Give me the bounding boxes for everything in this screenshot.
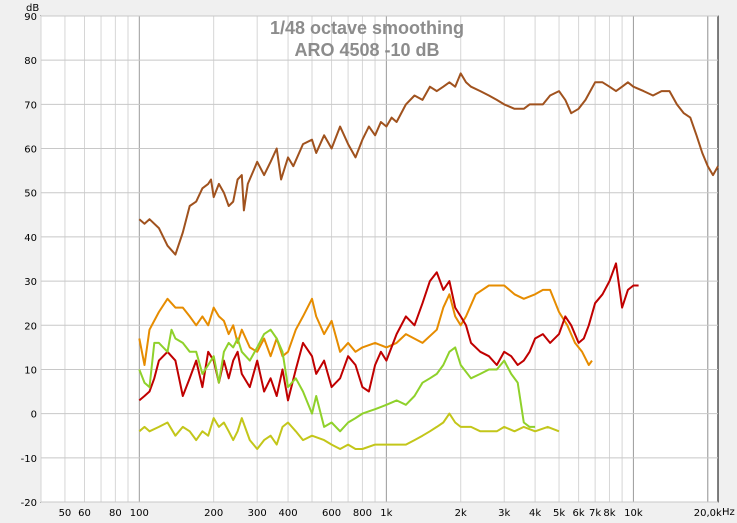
x-tick-label: 2k xyxy=(455,508,467,519)
series-line-5 xyxy=(138,412,560,450)
x-tick-label: 400 xyxy=(279,508,298,519)
y-tick-label: 90 xyxy=(24,12,37,23)
x-tick-label: 100 xyxy=(130,508,149,519)
y-tick-label: -10 xyxy=(21,454,37,465)
y-tick-label: -20 xyxy=(21,498,37,509)
x-tick-label: 300 xyxy=(248,508,267,519)
chart-title: 1/48 octave smoothing xyxy=(270,18,464,38)
y-tick-label: 60 xyxy=(24,145,37,156)
x-tick-label: 6k xyxy=(573,508,585,519)
grid-lines xyxy=(40,15,718,503)
x-tick-label: 1k xyxy=(380,508,392,519)
y-tick-label: 30 xyxy=(24,277,37,288)
y-tick-label: 20 xyxy=(24,321,37,332)
y-tick-label: 10 xyxy=(24,365,37,376)
x-tick-label: 5k xyxy=(553,508,565,519)
x-axis-ticks: 50 60 80 100 200 300 400 600 800 1k 2k 3k 4k 5k 6k 7k 8k… xyxy=(59,508,722,519)
y-tick-label: 50 xyxy=(24,189,37,200)
x-tick-label: 4k xyxy=(529,508,541,519)
x-tick-label: 8k xyxy=(603,508,615,519)
x-tick-label: 60 xyxy=(78,508,91,519)
x-tick-label: 80 xyxy=(109,508,122,519)
y-axis-ticks: -20 -10 0 10 20 30 40 50 60 70 80 90 xyxy=(21,12,37,509)
x-tick-label: 600 xyxy=(322,508,341,519)
y-tick-label: 70 xyxy=(24,100,37,111)
x-tick-label: 10k xyxy=(624,508,643,519)
series-line-2 xyxy=(138,284,593,366)
y-tick-label: 40 xyxy=(24,233,37,244)
series-line-4 xyxy=(138,328,536,433)
x-tick-label: 50 xyxy=(59,508,72,519)
x-tick-label: 7k xyxy=(589,508,601,519)
x-tick-label: 3k xyxy=(498,508,510,519)
y-tick-label: 0 xyxy=(31,410,37,421)
x-tick-label: 800 xyxy=(353,508,372,519)
x-tick-label: 20,0k xyxy=(694,508,722,519)
chart-subtitle: ARO 4508 -10 dB xyxy=(294,40,439,60)
series-group xyxy=(138,72,719,450)
series-line-1 xyxy=(138,72,719,256)
x-axis-label: Hz xyxy=(722,507,735,518)
y-tick-label: 80 xyxy=(24,56,37,67)
plot-area xyxy=(40,15,719,503)
y-axis-label: dB xyxy=(26,3,39,14)
x-tick-label: 200 xyxy=(204,508,223,519)
